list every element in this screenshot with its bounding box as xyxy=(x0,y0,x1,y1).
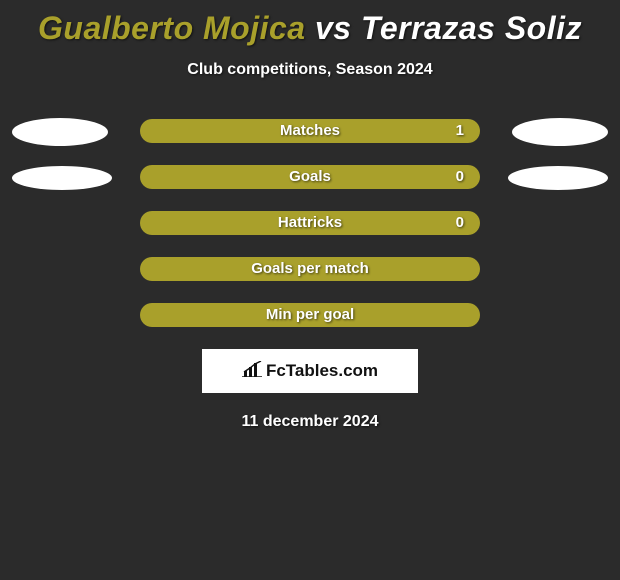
bar-value-right: 0 xyxy=(456,165,464,189)
date-line: 11 december 2024 xyxy=(0,413,620,431)
bar-track xyxy=(140,257,480,281)
player-left-ellipse xyxy=(12,118,108,146)
bar-fill-right xyxy=(310,211,480,235)
page-title: Gualberto Mojica vs Terrazas Soliz xyxy=(0,0,620,47)
stat-row: Min per goal xyxy=(0,303,620,329)
bar-track xyxy=(140,211,480,235)
title-player-left: Gualberto Mojica xyxy=(38,10,306,46)
player-right-ellipse xyxy=(508,166,608,190)
bar-fill-left xyxy=(140,257,310,281)
title-vs: vs xyxy=(315,10,352,46)
bar-fill-right xyxy=(310,119,480,143)
title-player-right: Terrazas Soliz xyxy=(361,10,582,46)
bar-fill-left xyxy=(140,303,310,327)
bar-fill-left xyxy=(140,211,310,235)
stat-row: Hattricks0 xyxy=(0,211,620,237)
player-left-ellipse xyxy=(12,166,112,190)
bar-fill-right xyxy=(310,257,480,281)
stat-row: Matches1 xyxy=(0,119,620,145)
bar-fill-right xyxy=(310,303,480,327)
bar-track xyxy=(140,119,480,143)
brand-text: FcTables.com xyxy=(266,361,378,381)
player-right-ellipse xyxy=(512,118,608,146)
bar-fill-left xyxy=(140,119,310,143)
bar-value-right: 0 xyxy=(456,211,464,235)
bar-value-right: 1 xyxy=(456,119,464,143)
comparison-widget: Gualberto Mojica vs Terrazas Soliz Club … xyxy=(0,0,620,580)
subtitle: Club competitions, Season 2024 xyxy=(0,61,620,79)
bar-track xyxy=(140,165,480,189)
bar-fill-right xyxy=(310,165,480,189)
stat-bars: Matches1 Goals0 Hattricks0 Goals per match M… xyxy=(0,119,620,329)
stat-row: Goals per match xyxy=(0,257,620,283)
bar-chart-icon xyxy=(242,361,262,382)
bar-track xyxy=(140,303,480,327)
stat-row: Goals0 xyxy=(0,165,620,191)
bar-fill-left xyxy=(140,165,310,189)
brand-box[interactable]: FcTables.com xyxy=(202,349,418,393)
